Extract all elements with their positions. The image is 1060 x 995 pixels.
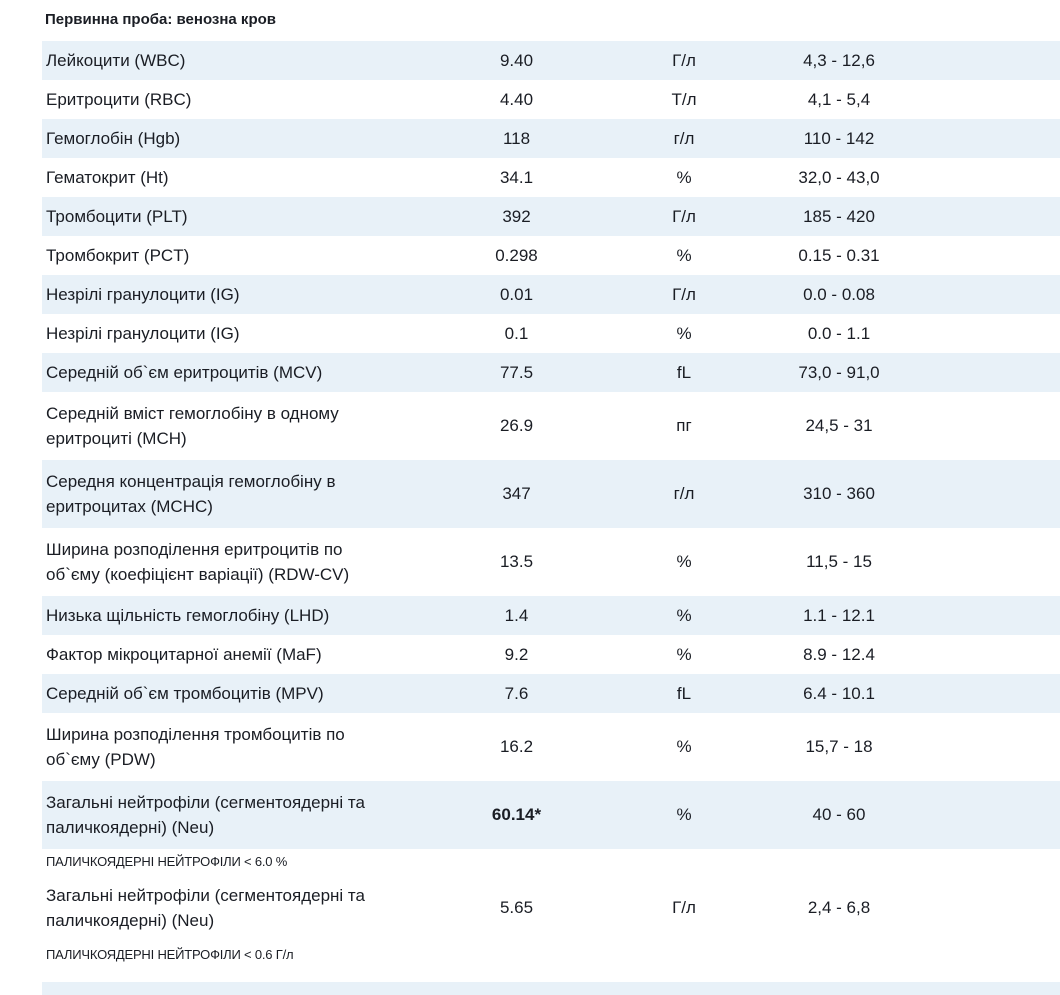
reference-range: 32,0 - 43,0	[798, 167, 880, 187]
parameter-name: Еритроцити (RBC)	[46, 90, 192, 109]
unit-label: %	[676, 737, 692, 756]
table-row: Середній об`єм еритроцитів (MCV) 77.5 fL…	[42, 353, 1060, 392]
table-row: Ширина розподілення тромбоцитів по об`єм…	[42, 713, 1060, 781]
row-footnote: ПАЛИЧКОЯДЕРНІ НЕЙТРОФІЛИ < 6.0 %	[42, 849, 1060, 874]
unit-label: Г/л	[672, 50, 696, 70]
result-value: 0.298	[495, 245, 538, 265]
result-value: 1.4	[504, 605, 529, 625]
unit-label: fL	[676, 683, 692, 703]
table-row: Низька щільність гемоглобіну (LHD) 1.4 %…	[42, 596, 1060, 635]
result-value: 4.40	[499, 89, 534, 109]
parameter-name: Незрілі гранулоцити (IG)	[46, 285, 240, 304]
table-row: Середній вміст гемоглобіну в одному ерит…	[42, 392, 1060, 460]
unit-label: г/л	[673, 484, 695, 503]
table-row: Гемоглобін (Hgb) 118 г/л 110 - 142	[42, 119, 1060, 158]
unit-label: %	[676, 167, 692, 187]
parameter-name: Загальні нейтрофіли (сегментоядерні та п…	[46, 886, 365, 930]
table-row: Середній об`єм тромбоцитів (MPV) 7.6 fL …	[42, 674, 1060, 713]
table-row: Загальні нейтрофіли (сегментоядерні та п…	[42, 781, 1060, 849]
reference-range: 8.9 - 12.4	[803, 644, 875, 664]
result-value: 5.65	[499, 898, 534, 917]
reference-range: 6.4 - 10.1	[803, 683, 875, 703]
reference-range: 24,5 - 31	[805, 416, 873, 435]
parameter-name: Фактор мікроцитарної анемії (MaF)	[46, 645, 322, 664]
reference-range: 0.15 - 0.31	[798, 245, 880, 265]
reference-range: 310 - 360	[803, 484, 875, 503]
parameter-name: Низька щільність гемоглобіну (LHD)	[46, 606, 330, 625]
unit-label: %	[676, 245, 692, 265]
unit-label: Т/л	[671, 89, 697, 109]
unit-label: г/л	[673, 128, 695, 148]
table-row: Лейкоцити (WBC) 9.40 Г/л 4,3 - 12,6	[42, 41, 1060, 80]
table-row: Тромбоцити (PLT) 392 Г/л 185 - 420	[42, 197, 1060, 236]
parameter-name: Лейкоцити (WBC)	[46, 51, 186, 70]
reference-range: 0.0 - 0.08	[803, 284, 875, 304]
table-row: Загальні нейтрофіли (сегментоядерні та п…	[42, 874, 1060, 942]
table-row: Еритроцити (RBC) 4.40 Т/л 4,1 - 5,4	[42, 80, 1060, 119]
parameter-name: Тромбоцити (PLT)	[46, 207, 188, 226]
result-value: 16.2	[499, 737, 534, 756]
unit-label: Г/л	[672, 284, 696, 304]
unit-label: %	[676, 644, 692, 664]
table-row: Тромбокрит (PCT) 0.298 % 0.15 - 0.31	[42, 236, 1060, 275]
table-row: Гематокрит (Ht) 34.1 % 32,0 - 43,0	[42, 158, 1060, 197]
unit-label: fL	[676, 362, 692, 382]
reference-range: 40 - 60	[812, 805, 866, 824]
table-row: Незрілі гранулоцити (IG) 0.1 % 0.0 - 1.1	[42, 314, 1060, 353]
parameter-name: Тромбокрит (PCT)	[46, 246, 190, 265]
reference-range: 4,3 - 12,6	[803, 50, 875, 70]
parameter-name: Середній вміст гемоглобіну в одному ерит…	[46, 404, 339, 448]
result-value: 0.1	[504, 323, 529, 343]
parameter-name: Загальні нейтрофіли (сегментоядерні та п…	[46, 793, 365, 837]
reference-range: 110 - 142	[803, 128, 875, 148]
table-row: Незрілі гранулоцити (IG) 0.01 Г/л 0.0 - …	[42, 275, 1060, 314]
unit-label: Г/л	[672, 206, 696, 226]
reference-range: 2,4 - 6,8	[807, 898, 871, 917]
table-row: Середня концентрація гемоглобіну в еритр…	[42, 460, 1060, 528]
row-footnote: ПАЛИЧКОЯДЕРНІ НЕЙТРОФІЛИ < 0.6 Г/л	[42, 942, 1060, 967]
result-value: 392	[502, 206, 531, 226]
unit-label: пг	[676, 416, 692, 435]
result-value: 26.9	[499, 416, 534, 435]
reference-range: 73,0 - 91,0	[798, 362, 880, 382]
parameter-name: Гемоглобін (Hgb)	[46, 129, 181, 148]
unit-label: Г/л	[672, 898, 696, 917]
unit-label: %	[676, 605, 692, 625]
results-table: Лейкоцити (WBC) 9.40 Г/л 4,3 - 12,6 Ерит…	[42, 41, 1060, 967]
result-value: 34.1	[499, 167, 534, 187]
result-value: 118	[502, 128, 531, 148]
parameter-name: Ширина розподілення еритроцитів по об`єм…	[46, 540, 350, 584]
result-value: 0.01	[499, 284, 534, 304]
parameter-name: Середній об`єм тромбоцитів (MPV)	[46, 684, 324, 703]
reference-range: 185 - 420	[803, 206, 875, 226]
reference-range: 0.0 - 1.1	[807, 323, 871, 343]
partial-next-row	[42, 982, 1060, 995]
parameter-name: Середня концентрація гемоглобіну в еритр…	[46, 472, 336, 516]
result-value: 7.6	[504, 683, 529, 703]
reference-range: 11,5 - 15	[806, 552, 872, 571]
result-value: 77.5	[499, 362, 534, 382]
parameter-name: Середній об`єм еритроцитів (MCV)	[46, 363, 323, 382]
result-value: 60.14*	[491, 805, 542, 824]
parameter-name: Незрілі гранулоцити (IG)	[46, 324, 240, 343]
table-row: Ширина розподілення еритроцитів по об`єм…	[42, 528, 1060, 596]
unit-label: %	[676, 805, 692, 824]
result-value: 347	[502, 484, 531, 503]
unit-label: %	[676, 552, 692, 571]
table-row: Фактор мікроцитарної анемії (MaF) 9.2 % …	[42, 635, 1060, 674]
result-value: 13.5	[499, 552, 534, 571]
result-value: 9.2	[504, 644, 529, 664]
result-value: 9.40	[499, 50, 534, 70]
reference-range: 15,7 - 18	[805, 737, 873, 756]
parameter-name: Гематокрит (Ht)	[46, 168, 169, 187]
reference-range: 1.1 - 12.1	[803, 605, 875, 625]
unit-label: %	[676, 323, 692, 343]
reference-range: 4,1 - 5,4	[807, 89, 871, 109]
report-section-title: Первинна проба: венозна кров	[45, 11, 276, 28]
parameter-name: Ширина розподілення тромбоцитів по об`єм…	[46, 725, 345, 769]
